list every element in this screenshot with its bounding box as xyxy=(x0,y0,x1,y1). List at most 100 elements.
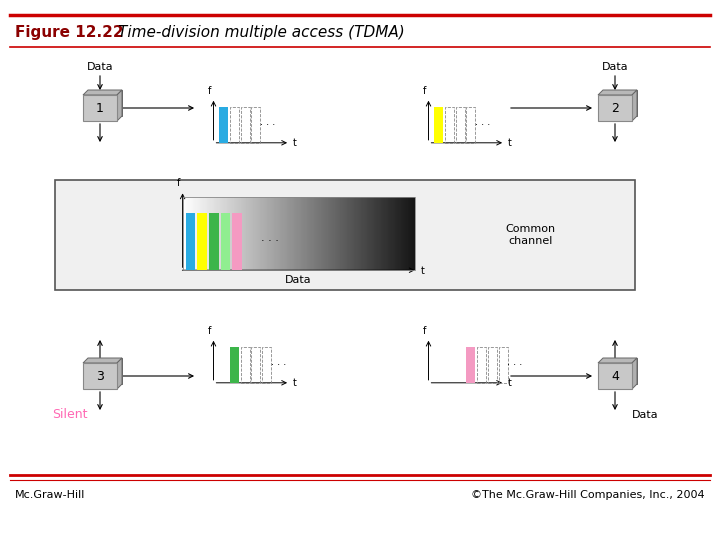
Bar xyxy=(413,197,414,270)
Bar xyxy=(200,197,202,270)
Bar xyxy=(467,107,475,143)
Text: t: t xyxy=(508,378,512,388)
Polygon shape xyxy=(603,358,637,384)
Bar xyxy=(303,197,305,270)
Bar xyxy=(314,197,315,270)
Text: · · ·: · · · xyxy=(271,360,286,370)
Bar xyxy=(253,197,255,270)
Bar xyxy=(369,197,371,270)
Bar xyxy=(263,197,264,270)
Bar xyxy=(213,197,215,270)
Bar xyxy=(282,197,283,270)
Bar xyxy=(278,197,279,270)
Bar xyxy=(400,197,401,270)
Bar xyxy=(212,197,213,270)
Bar xyxy=(395,197,397,270)
Bar xyxy=(365,197,366,270)
Text: Data: Data xyxy=(631,410,658,420)
Bar xyxy=(329,197,330,270)
Bar xyxy=(598,95,632,121)
Bar xyxy=(214,197,215,270)
Text: ©The Mc.Graw-Hill Companies, Inc., 2004: ©The Mc.Graw-Hill Companies, Inc., 2004 xyxy=(472,490,705,500)
Text: f: f xyxy=(177,178,181,187)
Bar xyxy=(189,197,190,270)
Bar xyxy=(229,197,230,270)
Bar xyxy=(348,197,350,270)
Text: · · ·: · · · xyxy=(475,120,490,130)
Bar xyxy=(83,363,117,389)
Bar xyxy=(233,213,242,270)
Bar xyxy=(279,197,281,270)
Text: Silent: Silent xyxy=(53,408,88,422)
Bar xyxy=(347,197,349,270)
Polygon shape xyxy=(632,90,637,121)
Text: t: t xyxy=(508,138,512,148)
Bar xyxy=(221,197,222,270)
Bar xyxy=(372,197,374,270)
Bar xyxy=(297,197,298,270)
Text: · · ·: · · · xyxy=(261,237,279,246)
Bar xyxy=(197,197,198,270)
Bar xyxy=(346,197,348,270)
Bar xyxy=(255,197,256,270)
Bar xyxy=(230,107,239,143)
Bar xyxy=(230,347,239,383)
Bar xyxy=(228,197,230,270)
Polygon shape xyxy=(88,90,122,116)
Bar xyxy=(227,197,228,270)
Bar xyxy=(499,347,508,383)
Bar xyxy=(246,197,248,270)
Polygon shape xyxy=(117,90,122,121)
Bar xyxy=(261,197,263,270)
Bar xyxy=(394,197,395,270)
Bar xyxy=(358,197,359,270)
Bar xyxy=(240,197,241,270)
Bar xyxy=(225,197,226,270)
Bar xyxy=(198,197,199,270)
Text: · · ·: · · · xyxy=(260,120,275,130)
Bar xyxy=(193,197,194,270)
Bar xyxy=(320,197,323,270)
Bar xyxy=(210,197,212,270)
Bar xyxy=(185,197,186,270)
Bar xyxy=(456,107,464,143)
Bar xyxy=(598,363,632,389)
Bar xyxy=(326,197,328,270)
Bar xyxy=(330,197,332,270)
Bar xyxy=(233,197,234,270)
Bar xyxy=(184,197,186,270)
Bar xyxy=(367,197,369,270)
Bar xyxy=(381,197,382,270)
Bar xyxy=(204,197,207,270)
Bar xyxy=(240,107,250,143)
Bar xyxy=(257,197,258,270)
Bar xyxy=(275,197,277,270)
Bar xyxy=(333,197,335,270)
Bar xyxy=(339,197,341,270)
Bar xyxy=(240,347,250,383)
Bar xyxy=(400,197,402,270)
Bar xyxy=(409,197,410,270)
Bar xyxy=(410,197,412,270)
Bar xyxy=(183,197,184,270)
Bar xyxy=(261,197,262,270)
Bar xyxy=(272,197,274,270)
Bar xyxy=(199,197,200,270)
Text: f: f xyxy=(423,86,426,96)
Bar xyxy=(221,213,230,270)
Bar xyxy=(269,197,270,270)
Bar xyxy=(231,197,233,270)
Bar xyxy=(362,197,364,270)
Bar xyxy=(262,347,271,383)
Bar xyxy=(252,197,254,270)
Bar xyxy=(209,213,219,270)
Bar xyxy=(322,197,323,270)
Text: t: t xyxy=(293,378,297,388)
Bar xyxy=(411,197,413,270)
Bar xyxy=(251,197,253,270)
Bar xyxy=(316,197,318,270)
Bar xyxy=(353,197,355,270)
Polygon shape xyxy=(83,90,122,95)
Bar xyxy=(297,197,299,270)
Bar xyxy=(434,107,443,143)
